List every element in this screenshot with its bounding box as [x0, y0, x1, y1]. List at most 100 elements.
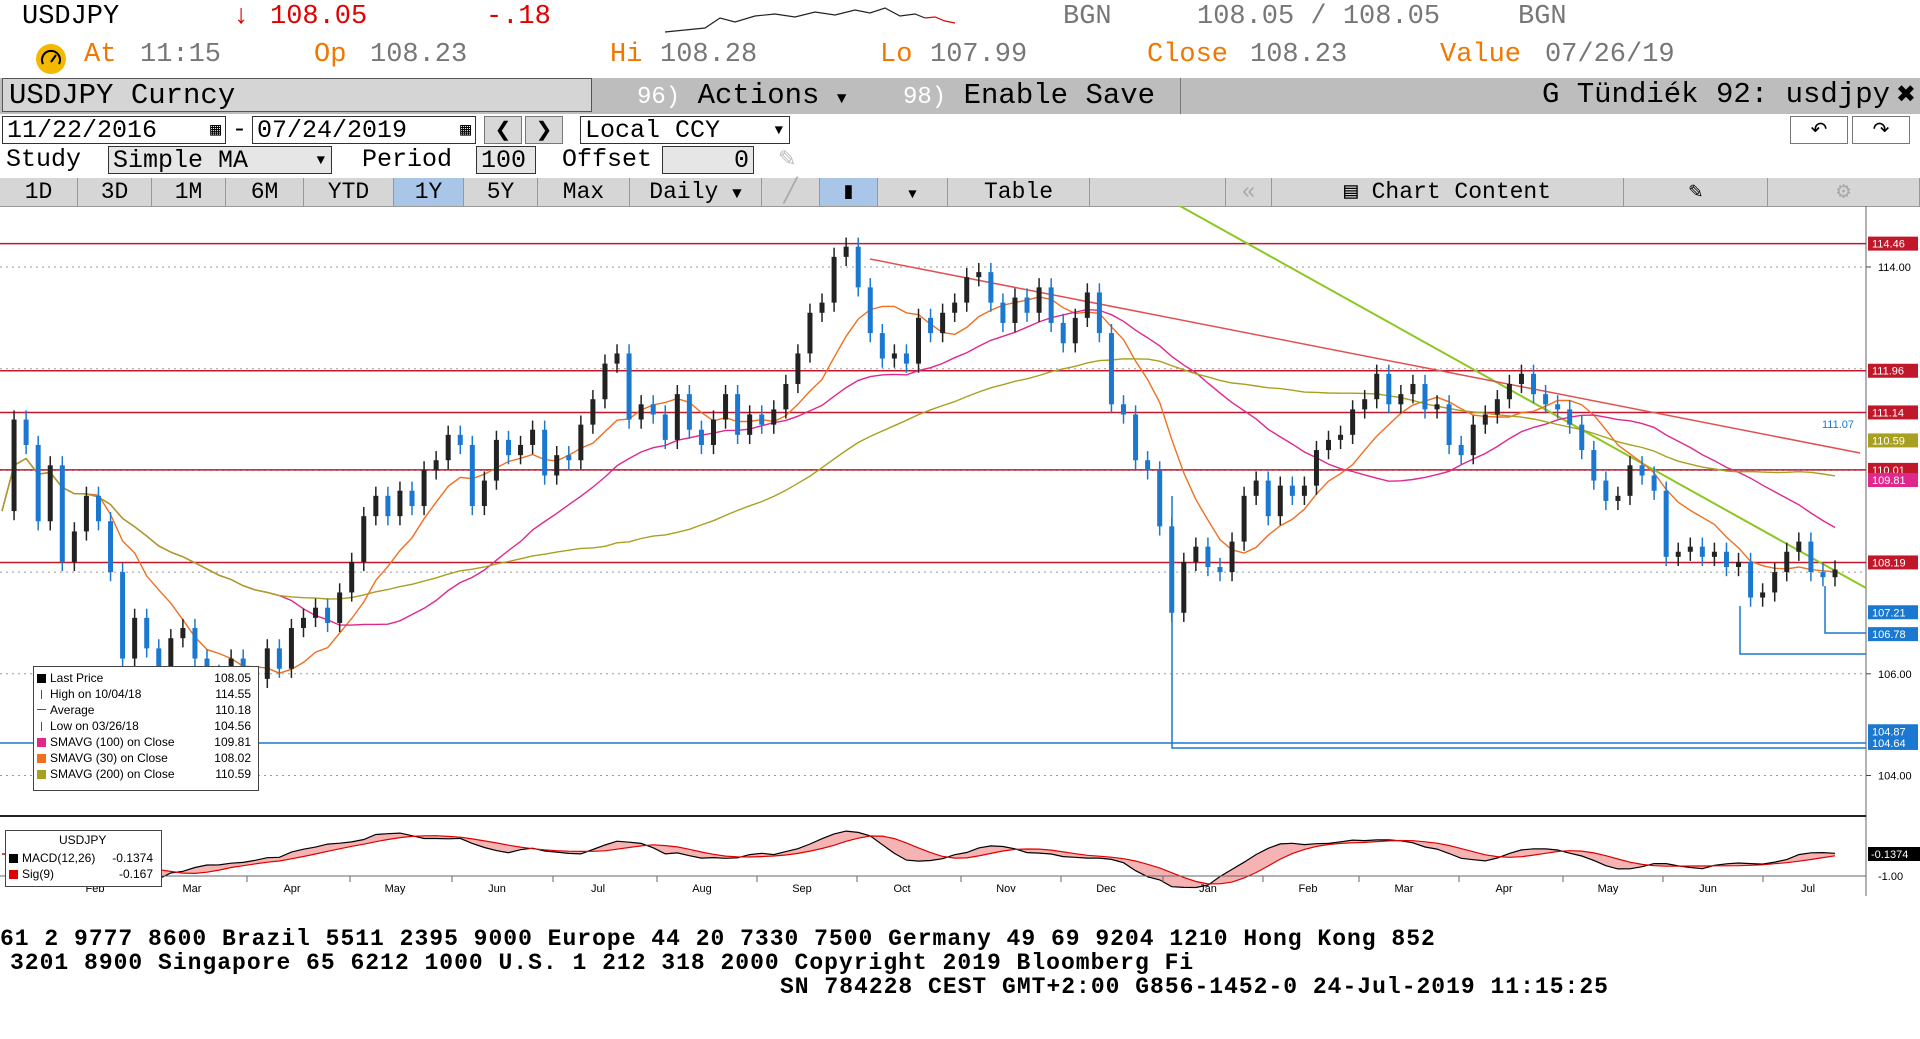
price-bar-body — [952, 302, 958, 313]
actions-menu[interactable]: 96) Actions ▼ — [596, 78, 886, 112]
price-bar-body — [916, 317, 921, 364]
pencil-icon[interactable]: ✎ — [778, 146, 797, 171]
next-period-button[interactable]: ❯ — [525, 116, 563, 144]
price-bar-body — [747, 414, 753, 435]
chart-legend[interactable]: Last Price 108.05 High on 10/04/18 114.55 … — [33, 666, 259, 791]
redo-button[interactable]: ↷ — [1852, 116, 1910, 144]
currency-select[interactable]: Local CCY ▼ — [580, 116, 790, 145]
chart-type-dropdown[interactable]: ▼ — [878, 178, 948, 206]
end-date-field[interactable]: 07/24/2019 ▦ — [252, 116, 476, 145]
price-bar-body — [976, 272, 982, 278]
price-bar-body — [554, 455, 560, 476]
start-date-field[interactable]: 11/22/2016 ▦ — [2, 116, 226, 145]
x-tick-label: Jun — [488, 883, 506, 895]
low-marker-icon — [41, 722, 46, 731]
tab-1m[interactable]: 1M — [152, 178, 226, 206]
offset-input[interactable]: 0 — [662, 146, 754, 175]
tab-1d[interactable]: 1D — [0, 178, 78, 206]
price-bar-body — [1796, 541, 1802, 552]
price-bar-body — [337, 592, 343, 623]
price-bar-body — [843, 246, 849, 257]
high-value: 108.28 — [660, 40, 758, 70]
double-chevron-left-icon: « — [1241, 179, 1256, 205]
price-bar-body — [1723, 551, 1729, 568]
price-bar-body — [1072, 317, 1078, 344]
at-label: At — [84, 40, 117, 70]
line-chart-button[interactable]: ╱ — [762, 178, 820, 206]
macd-tick-label: -1.00 — [1878, 871, 1903, 883]
calendar-icon[interactable]: ▦ — [210, 121, 221, 141]
footer-phone-line-1: 61 2 9777 8600 Brazil 5511 2395 9000 Eur… — [0, 926, 1436, 952]
price-bar-body — [1157, 470, 1163, 527]
macd-legend[interactable]: USDJPY MACD(12,26) -0.1374 Sig(9) -0.167 — [5, 830, 162, 887]
price-bar-body — [518, 444, 524, 456]
x-tick-label: Jul — [1801, 883, 1815, 895]
line-chart-icon: ╱ — [783, 179, 798, 205]
price-bar-body — [1434, 404, 1440, 410]
price-tag — [1868, 433, 1918, 448]
gauge-icon[interactable] — [36, 44, 66, 74]
tab-max[interactable]: Max — [538, 178, 630, 206]
chart-title: G Tündiék 92: usdjpy — [1541, 78, 1890, 111]
price-bar-body — [879, 333, 885, 359]
price-bar-body — [1012, 297, 1018, 323]
undo-button[interactable]: ↶ — [1790, 116, 1848, 144]
table-button[interactable]: Table — [948, 178, 1090, 206]
price-bar-body — [1036, 287, 1042, 313]
calendar-icon[interactable]: ▦ — [460, 121, 471, 141]
price-bar-body — [264, 648, 270, 679]
x-tick-label: Aug — [692, 883, 712, 895]
collapse-button[interactable]: « — [1226, 178, 1272, 206]
price-bar-body — [385, 495, 391, 517]
last-price: 108.05 — [270, 2, 368, 32]
gear-icon: ⚙ — [1836, 179, 1851, 205]
annotations-button[interactable]: ✎ — [1624, 178, 1768, 206]
price-bar-body — [156, 648, 162, 674]
chart-content-button[interactable]: ▤ Chart Content — [1272, 178, 1624, 206]
price-bar-body — [1458, 444, 1464, 456]
previous-period-button[interactable]: ❮ — [484, 116, 522, 144]
x-tick-label: Jul — [591, 883, 605, 895]
price-chart[interactable]: 114.00 106.00 104.00 114.46 111.96 111.14 110… — [0, 206, 1920, 896]
price-bar-body — [1386, 373, 1392, 405]
security-field[interactable]: USDJPY Curncy — [2, 78, 592, 112]
price-bar-body — [771, 409, 777, 425]
price-bar-body — [1736, 561, 1742, 568]
x-tick-label: Feb — [1299, 883, 1318, 895]
price-bar-body — [1241, 495, 1247, 542]
trendlines — [869, 206, 1867, 749]
y-tick-label: 104.00 — [1878, 770, 1912, 782]
price-bar-body — [1313, 450, 1319, 486]
tab-3d[interactable]: 3D — [78, 178, 152, 206]
price-bar-body — [132, 617, 138, 659]
enable-save-button[interactable]: 98) Enable Save — [890, 78, 1180, 112]
price-bar-body — [95, 495, 101, 522]
settings-button[interactable]: ⚙ — [1768, 178, 1920, 206]
price-bar-body — [1229, 541, 1235, 573]
legend-smavg-200: SMAVG (200) on Close 110.59 — [37, 767, 255, 782]
bid-ask: 108.05 / 108.05 — [1197, 2, 1441, 32]
chevron-down-icon: ▼ — [836, 90, 847, 108]
price-bar-body — [1687, 546, 1693, 552]
bar-chart-button[interactable]: ▮ — [820, 178, 878, 206]
tab-6m[interactable]: 6M — [226, 178, 304, 206]
tab-5y[interactable]: 5Y — [464, 178, 538, 206]
price-tag — [1868, 627, 1918, 642]
tab-ytd[interactable]: YTD — [304, 178, 394, 206]
price-bar-body — [1543, 394, 1549, 405]
annotation-icon: ✎ — [1688, 179, 1703, 205]
price-tag-label: 110.59 — [1872, 435, 1905, 447]
study-select[interactable]: Simple MA ▼ — [108, 146, 332, 175]
price-bar-body — [819, 302, 825, 313]
price-bar-body — [192, 628, 198, 659]
price-bar-body — [940, 312, 946, 334]
price-bar-body — [1470, 424, 1476, 456]
frequency-select[interactable]: Daily ▼ — [630, 178, 762, 206]
tab-1y[interactable]: 1Y — [394, 178, 464, 206]
price-tag — [1868, 724, 1918, 739]
close-icon[interactable]: ✖ — [1895, 81, 1916, 108]
high-label: Hi — [610, 40, 643, 70]
period-input[interactable]: 100 — [476, 146, 536, 175]
price-bar-body — [928, 317, 934, 334]
ticker-symbol[interactable]: USDJPY — [22, 2, 120, 32]
